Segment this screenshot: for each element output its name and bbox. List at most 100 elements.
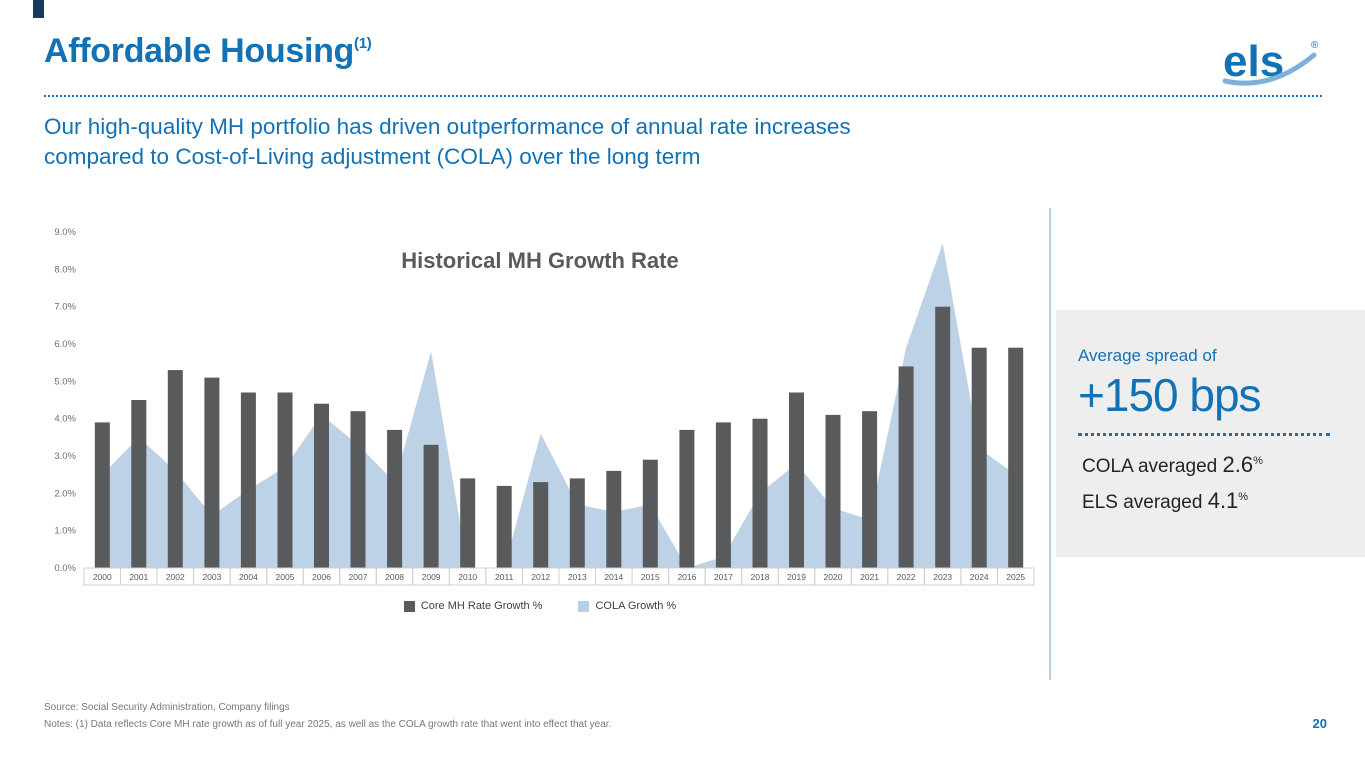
x-axis-year-label: 2000 <box>93 572 112 582</box>
core-mh-bar <box>825 414 841 568</box>
chart-legend: Core MH Rate Growth % COLA Growth % <box>40 600 1040 612</box>
core-mh-bar <box>1008 347 1024 568</box>
core-mh-bar <box>789 392 804 568</box>
core-mh-bar <box>460 478 476 568</box>
legend-item-core-mh: Core MH Rate Growth % <box>403 600 543 612</box>
x-axis-year-label: 2006 <box>312 572 331 582</box>
callout-divider <box>1078 432 1330 436</box>
source-note: Source: Social Security Administration, … <box>44 702 290 713</box>
x-axis-year-label: 2017 <box>714 572 733 582</box>
els-average-unit: % <box>1238 490 1249 503</box>
subtitle: Our high-quality MH portfolio has driven… <box>44 112 851 173</box>
y-axis-tick-label: 8.0% <box>54 264 76 275</box>
x-axis-year-label: 2011 <box>495 572 514 582</box>
els-average-value: 4.1 <box>1207 487 1239 513</box>
chart-plot-area: 0.0% 1.0% 2.0% 3.0% 4.0% 5.0% 6.0% 7.0% 8.0% 9.0%… <box>54 227 1035 586</box>
core-mh-bar <box>350 411 366 568</box>
vertical-divider <box>1049 208 1051 680</box>
x-axis-year-label: 2019 <box>787 572 806 582</box>
callout-headline: +150 bps <box>1078 369 1262 421</box>
x-axis-year-label: 2012 <box>531 572 550 582</box>
core-mh-bar <box>204 377 220 568</box>
y-axis-tick-label: 6.0% <box>54 339 76 350</box>
y-axis-tick-label: 0.0% <box>54 563 76 574</box>
cola-average-label: COLA averaged <box>1082 455 1223 477</box>
els-logo-registered-mark: ® <box>1311 40 1319 51</box>
core-mh-bar <box>642 459 658 568</box>
x-axis-year-label: 2002 <box>166 572 185 582</box>
cola-growth-area <box>102 243 1016 568</box>
page-title-superscript: (1) <box>354 35 372 52</box>
core-mh-bar <box>935 306 951 568</box>
core-mh-bar <box>862 411 878 568</box>
els-average-stat: ELS averaged 4.1% <box>1078 488 1345 514</box>
core-mh-bar <box>569 478 585 568</box>
legend-item-cola: COLA Growth % <box>578 600 676 612</box>
average-spread-callout: Average spread of +150 bps COLA averaged… <box>1056 310 1365 557</box>
els-average-label: ELS averaged <box>1082 491 1208 513</box>
core-mh-bar <box>387 429 403 568</box>
cola-average-unit: % <box>1253 454 1263 467</box>
subtitle-line-1: Our high-quality MH portfolio has driven… <box>44 114 851 139</box>
chart-title: Historical MH Growth Rate <box>401 248 679 273</box>
x-axis-year-label: 2014 <box>604 572 623 582</box>
els-logo-icon: els ® <box>1222 37 1319 86</box>
y-axis-tick-label: 5.0% <box>54 376 76 387</box>
y-axis-tick-label: 2.0% <box>54 488 76 499</box>
mh-growth-rate-chart: Historical MH Growth Rate 0.0% 1.0% 2.0% 3.… <box>40 212 1040 632</box>
x-axis-year-label: 2025 <box>1006 572 1025 582</box>
page-title: Affordable Housing(1) <box>44 32 372 71</box>
x-axis-year-label: 2021 <box>860 572 879 582</box>
page-title-text: Affordable Housing <box>44 32 355 70</box>
footnotes: Source: Social Security Administration, … <box>44 700 611 733</box>
core-mh-bar <box>240 392 256 568</box>
x-axis-year-label: 2018 <box>751 572 770 582</box>
notes-line: Notes: (1) Data reflects Core MH rate gr… <box>44 718 612 730</box>
els-logo: els ® <box>1221 32 1321 92</box>
core-mh-bar <box>423 444 439 568</box>
core-mh-bar <box>277 392 293 568</box>
x-axis-year-label: 2005 <box>276 572 295 582</box>
y-axis-tick-label: 3.0% <box>54 451 76 462</box>
core-mh-bar <box>715 422 731 568</box>
core-mh-bar <box>752 418 768 568</box>
page-number: 20 <box>1312 716 1327 731</box>
cola-average-stat: COLA averaged 2.6% <box>1078 452 1345 478</box>
x-axis-year-label: 2022 <box>897 572 916 582</box>
subtitle-line-2: compared to Cost-of-Living adjustment (C… <box>44 144 701 170</box>
x-axis-year-label: 2009 <box>422 572 441 582</box>
x-axis-year-label: 2016 <box>677 572 696 582</box>
core-mh-bar <box>314 403 329 568</box>
top-left-accent <box>33 0 44 18</box>
core-mh-bar <box>131 400 147 568</box>
x-axis-year-label: 2007 <box>349 572 368 582</box>
x-axis-year-label: 2010 <box>458 572 477 582</box>
els-logo-swoosh-icon <box>1222 52 1317 86</box>
core-mh-bar <box>606 470 622 568</box>
x-axis-year-label: 2013 <box>568 572 587 582</box>
cola-average-value: 2.6 <box>1222 451 1254 477</box>
x-axis-year-label: 2004 <box>239 572 258 582</box>
x-axis-year-label: 2023 <box>933 572 952 582</box>
title-divider <box>44 95 1322 97</box>
x-axis-year-label: 2003 <box>202 572 221 582</box>
x-axis-year-label: 2020 <box>824 572 843 582</box>
x-axis-year-label: 2008 <box>385 572 404 582</box>
legend-label-cola: COLA Growth % <box>595 600 677 612</box>
x-axis-year-label: 2024 <box>970 572 989 582</box>
core-mh-bar <box>94 422 110 568</box>
core-mh-bar <box>496 485 512 568</box>
x-axis-year-label: 2015 <box>641 572 660 582</box>
core-mh-bar <box>533 482 549 568</box>
legend-swatch-core <box>403 600 415 612</box>
core-mh-bar <box>167 370 183 568</box>
legend-label-core: Core MH Rate Growth % <box>420 600 543 612</box>
core-mh-bar <box>898 366 914 568</box>
core-mh-bar <box>679 429 695 568</box>
y-axis-tick-label: 4.0% <box>54 414 76 425</box>
x-axis-year-label: 2001 <box>129 572 148 582</box>
callout-intro: Average spread of <box>1078 346 1217 365</box>
legend-swatch-cola <box>578 600 590 612</box>
core-mh-bar <box>971 347 987 568</box>
y-axis-tick-label: 1.0% <box>54 526 76 537</box>
